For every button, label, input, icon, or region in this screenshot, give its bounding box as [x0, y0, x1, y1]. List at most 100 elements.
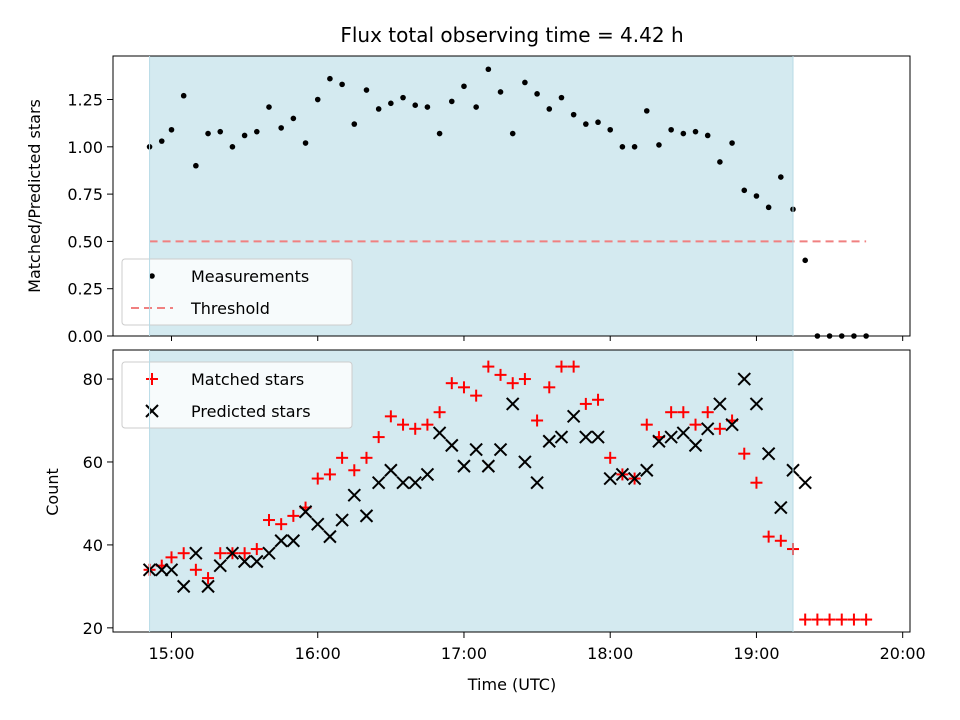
- measurement-point: [158, 138, 165, 144]
- matched-star-point: [701, 406, 714, 419]
- predicted-star-point: [274, 534, 288, 548]
- measurement-point: [314, 96, 321, 103]
- predicted-star-point: [761, 446, 776, 461]
- measurement-point: [741, 187, 748, 194]
- measurement-point: [570, 111, 577, 118]
- matched-star-point: [531, 414, 544, 427]
- measurement-point: [217, 128, 224, 135]
- measurement-point: [266, 104, 272, 110]
- matched-star-point: [811, 613, 824, 626]
- predicted-star-point: [688, 438, 703, 453]
- predicted-star-point: [201, 579, 215, 594]
- measurement-point: [327, 75, 333, 82]
- measurement-point: [461, 83, 467, 90]
- matched-star-point: [774, 534, 787, 547]
- top-y-axis-label: Matched/Predicted stars: [25, 99, 44, 293]
- chart-title: Flux total observing time = 4.42 h: [340, 23, 683, 47]
- predicted-star-point: [176, 579, 191, 594]
- measurement-point: [656, 142, 662, 148]
- predicted-star-point: [506, 397, 520, 411]
- predicted-star-point: [713, 397, 727, 411]
- measurement-point: [168, 126, 175, 133]
- matched-star-point: [677, 406, 690, 419]
- matched-star-point: [311, 472, 324, 485]
- predicted-star-point: [432, 426, 447, 440]
- bottom-panel: 20 40 60 80 15:00 16:00 17:00 18:00 19:00 20:00 C…: [43, 349, 926, 694]
- measurement-point: [522, 79, 528, 86]
- predicted-star-point: [664, 430, 678, 444]
- measurement-point: [290, 115, 297, 122]
- matched-star-point: [348, 464, 361, 477]
- matched-star-point: [165, 551, 178, 564]
- matched-star-point: [799, 613, 812, 626]
- predicted-star-point: [469, 442, 483, 457]
- predicted-star-point: [725, 417, 739, 432]
- matched-star-point: [518, 373, 531, 386]
- measurement-point: [241, 132, 248, 139]
- measurement-point: [753, 193, 760, 199]
- top-y-tick-label: 1.25: [67, 91, 103, 110]
- matched-star-point: [189, 563, 202, 576]
- measurement-point: [254, 128, 260, 135]
- matched-star-point: [506, 377, 519, 390]
- top-legend-box: [121, 258, 353, 326]
- predicted-star-point: [591, 430, 605, 444]
- top-y-tick-label: 1.00: [67, 138, 103, 157]
- matched-star-point: [457, 381, 470, 394]
- bottom-y-tick-label: 40: [83, 536, 103, 555]
- matched-star-point: [579, 397, 592, 410]
- matched-star-point: [494, 368, 507, 381]
- top-y-tick-label: 0.50: [67, 232, 103, 251]
- matched-star-point: [238, 547, 251, 560]
- matched-star-point: [202, 572, 215, 585]
- predicted-star-point: [323, 529, 337, 544]
- matched-star-point: [372, 431, 385, 444]
- measurement-point: [375, 106, 382, 112]
- matched-star-point: [397, 418, 410, 431]
- matched-star-point: [640, 418, 653, 431]
- matched-star-point: [421, 418, 434, 431]
- predicted-star-point: [676, 426, 691, 440]
- legend-measurements-marker: [149, 273, 155, 279]
- predicted-star-point: [445, 438, 459, 453]
- matched-star-point: [860, 613, 873, 626]
- bottom-y-axis-label: Count: [43, 468, 62, 516]
- matched-star-point: [275, 518, 288, 531]
- legend-predicted-marker: [145, 404, 159, 418]
- predicted-star-point: [164, 563, 179, 577]
- predicted-star-point: [298, 505, 313, 519]
- bottom-legend-box: [121, 361, 353, 429]
- measurement-point: [473, 104, 479, 110]
- measurement-point: [180, 92, 187, 99]
- predicted-star-point: [250, 554, 264, 569]
- matched-star-point: [835, 613, 848, 626]
- measurement-point: [278, 125, 284, 131]
- matched-star-point: [604, 451, 617, 464]
- x-tick-label: 17:00: [441, 644, 487, 663]
- matched-star-point: [336, 451, 349, 464]
- measurement-point: [302, 140, 309, 146]
- predicted-star-point: [225, 546, 240, 560]
- matched-star-point: [555, 360, 568, 373]
- predicted-star-point: [481, 459, 496, 473]
- predicted-star-point: [493, 442, 508, 457]
- measurement-point: [631, 144, 638, 150]
- matched-star-point: [384, 410, 397, 423]
- predicted-star-point: [347, 488, 362, 502]
- matched-star-point: [433, 406, 446, 419]
- top-y-tick-label: 0.00: [67, 327, 103, 346]
- top-legend: Measurements Threshold: [121, 258, 353, 326]
- measurement-point: [643, 108, 650, 114]
- predicted-star-point: [518, 455, 532, 469]
- measurement-point: [704, 132, 711, 139]
- measurement-point: [729, 140, 735, 146]
- matched-star-point: [214, 547, 227, 560]
- measurement-point: [424, 104, 431, 110]
- matched-star-point: [750, 476, 763, 489]
- matched-star-point: [713, 422, 726, 435]
- predicted-star-point: [700, 422, 715, 436]
- predicted-star-point: [554, 430, 569, 444]
- matched-star-point: [177, 547, 190, 560]
- predicted-star-point: [566, 409, 581, 424]
- predicted-star-point: [396, 475, 410, 490]
